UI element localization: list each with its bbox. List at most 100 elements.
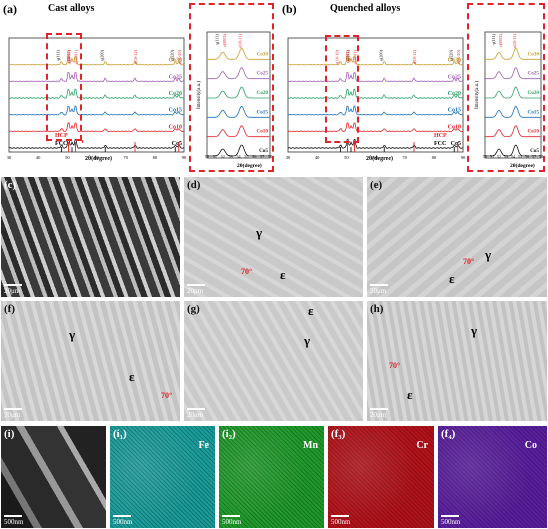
peak-label: ε(10-11) [353, 49, 358, 64]
sem-e-gamma: γ [485, 247, 492, 262]
eds-f3-scale: 500nm [331, 518, 351, 526]
plot-frame [287, 37, 464, 153]
sem-h-gamma: γ [471, 323, 478, 338]
x-tick-label: 80 [432, 155, 437, 160]
zoom-x-tick: 53 [504, 154, 508, 159]
panel-a-label: (a) [3, 2, 17, 16]
sem-h-tag: (h) [370, 303, 384, 315]
series-label-co20: Co20 [169, 91, 182, 97]
peak-label: ε(11-20) [456, 49, 461, 64]
zoom-series-label-co20: Co20 [256, 90, 268, 96]
sem-d-tag: (d) [187, 179, 201, 191]
peak-label: γ(220) [169, 49, 174, 61]
zoom-x-tick: 57 [532, 154, 536, 159]
panel-b-title: Quenched alloys [330, 3, 401, 14]
sem-e-angle: 70° [463, 257, 475, 266]
zoom-series-label-co30: Co30 [527, 51, 539, 57]
eds-i-scale: 500nm [4, 518, 24, 526]
panel-b-zoom-plot: Intensity(a.u.) Co30 Co25 Co20 Co15 Co10 Co5 γ(… [475, 31, 543, 159]
sem-g-tag: (g) [187, 303, 200, 315]
zoom-peak-label: γ(111) [491, 33, 496, 44]
peak-label: γ(200) [99, 49, 104, 61]
zoom-peak-label: ε(0002) [498, 33, 503, 47]
zoom-y-label: Intensity(a.u.) [475, 81, 480, 109]
zoom-curve-co15 [207, 106, 270, 118]
series-label-co25: Co25 [169, 74, 182, 80]
panel-a-hcp: HCP [55, 133, 68, 139]
x-tick-label: 40 [36, 155, 41, 160]
sem-f-tag: (f) [4, 303, 15, 315]
sem-h-scale: 20μm [370, 411, 387, 419]
zoom-peak-label: γ(111) [214, 33, 219, 44]
x-tick-label: 30 [286, 155, 291, 160]
series-label-co10: Co10 [448, 124, 461, 130]
panel-a-xlabel: 2θ(degree) [85, 156, 113, 162]
xrd-curve-co25 [8, 71, 185, 83]
x-tick-label: 70 [402, 155, 407, 160]
zoom-y-label: Intensity(a.u.) [197, 81, 202, 109]
zoom-x-tick: 51 [490, 154, 494, 159]
sem-h-epsilon: ε [407, 387, 413, 402]
zoom-curve-co5 [485, 144, 541, 157]
peak-label: ε(10-10) [335, 49, 340, 64]
zoom-series-label-co25: Co25 [256, 71, 268, 77]
zoom-series-label-co15: Co15 [256, 109, 268, 115]
eds-map-cr: (f₃) Cr 500nm [327, 425, 435, 529]
plot-frame [8, 37, 185, 153]
sem-d-gamma: γ [256, 225, 263, 240]
sem-d-angle: 70° [241, 267, 253, 276]
sem-h-angle: 70° [389, 361, 401, 370]
peak-label: ε(10-11) [74, 49, 79, 64]
zoom-frame [484, 31, 542, 159]
zoom-curve-co25 [485, 67, 541, 80]
eds-i1-tag: (i₁) [113, 428, 127, 440]
eds-f3-scalebar [331, 515, 349, 517]
zoom-series-label-co25: Co25 [527, 71, 539, 77]
panel-b-xrd-plot: Co30 Co25 Co20 Co15 Co10 Co5 30 40 50 60 70 80 90 ε(1… [286, 37, 466, 160]
eds-image-i: (i) 500nm [0, 425, 107, 529]
eds-f4-scalebar [441, 515, 459, 517]
zoom-series-label-co20: Co20 [527, 90, 539, 96]
zoom-x-tick: 54 [511, 154, 516, 159]
zoom-curve-co30 [207, 48, 270, 60]
series-label-co30: Co30 [448, 58, 461, 64]
x-tick-label: 80 [153, 155, 158, 160]
zoom-peak-label: ε(0002) [222, 33, 227, 47]
eds-i2-scalebar [222, 515, 240, 517]
zoom-x-tick: 54 [236, 154, 241, 159]
panel-a-zoom-box [189, 3, 274, 172]
peak-label: γ(111) [56, 49, 61, 60]
eds-i2-tag: (i₂) [222, 428, 236, 440]
eds-map-fe: (i₁) Fe 500nm [109, 425, 216, 529]
zoom-x-tick: 50 [483, 154, 487, 159]
peak-label: ε(11-20) [177, 49, 182, 64]
eds-i-tag: (i) [4, 428, 15, 440]
series-label-co5: Co5 [172, 141, 182, 147]
eds-i1-element: Fe [198, 440, 209, 451]
peak-label: ε(10-10) [67, 49, 72, 64]
zoom-x-tick: 55 [244, 154, 248, 159]
panel-b-xlabel: 2θ(degree) [366, 156, 394, 162]
series-label-co15: Co15 [448, 108, 461, 114]
panel-a-zoom-xlabel: 2θ(degree) [237, 163, 262, 169]
peak-label: ε(0002) [66, 49, 71, 63]
zoom-series-label-co30: Co30 [256, 51, 268, 57]
x-tick-label: 70 [123, 155, 128, 160]
zoom-curve-co20 [207, 86, 270, 99]
xrd-curve-co15 [8, 105, 185, 116]
xrd-curve-co20 [8, 88, 185, 99]
eds-i2-element: Mn [303, 440, 318, 451]
panel-a-connector [82, 140, 83, 143]
peak-label: ε(10-12) [133, 49, 138, 64]
zoom-curve-co30 [485, 47, 541, 60]
zoom-curve-co10 [207, 125, 270, 138]
panel-b-label: (b) [282, 2, 297, 16]
panel-a-zoom-plot: Intensity(a.u.) Co30 Co25 Co20 Co15 Co10 Co5 γ(… [197, 31, 272, 159]
sem-image-f: (f) γ ε 70° 20μm [0, 300, 181, 422]
sem-d-scale: 20μm [187, 287, 204, 295]
sem-f-gamma: γ [69, 327, 76, 342]
sem-h-scalebar [370, 408, 388, 410]
series-label-co15: Co15 [169, 108, 182, 114]
x-tick-label: 50 [344, 155, 349, 160]
x-tick-label: 60 [94, 155, 99, 160]
